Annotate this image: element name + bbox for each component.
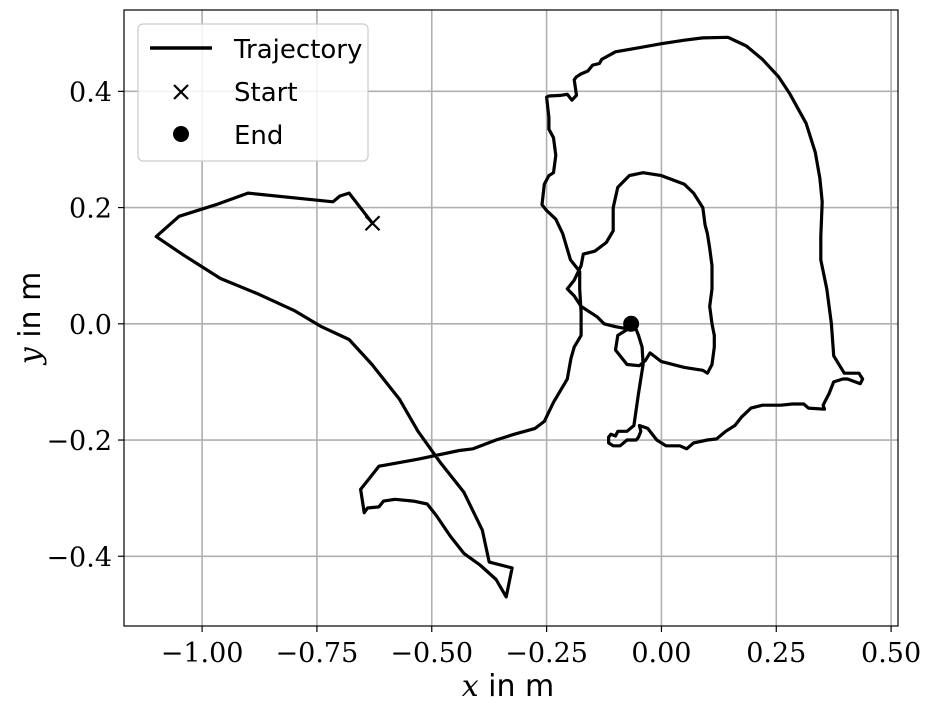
x-tick-label: 0.25 [746,638,806,669]
legend: Trajectory Start End [137,23,369,162]
start-marker-stroke [364,215,381,232]
plot-frame [123,9,899,627]
x-tick-label: 0.00 [631,638,691,669]
x-axis-label: x in m [462,669,555,704]
x-axis-ticks: −1.00 −0.75 −0.50 −0.25 0.00 0.25 0.50 [161,626,921,669]
x-tick-label: −0.25 [505,638,588,669]
legend-circle-marker-icon [173,126,189,142]
legend-label-trajectory: Trajectory [233,35,362,65]
series-layer [154,35,865,599]
y-tick-label: −0.4 [46,542,112,573]
marker-layer [364,215,640,332]
y-axis-ticks: 0.4 0.2 0.0 −0.2 −0.4 [46,77,124,573]
x-tick-label: −0.75 [276,638,359,669]
legend-label-end: End [234,121,283,151]
x-tick-label: −0.50 [390,638,473,669]
end-marker [623,315,640,332]
x-axis-label-unit: in m [479,669,555,704]
x-tick-label: 0.50 [861,638,921,669]
legend-box [137,23,369,162]
x-tick-label: −1.00 [161,638,244,669]
y-axis-label: y in m [13,272,48,367]
legend-x-marker-icon [173,84,189,100]
x-axis-label-variable: x [462,669,479,704]
trajectory-line [154,35,865,599]
y-tick-label: 0.4 [69,77,112,108]
start-marker [364,215,381,232]
legend-label-start: Start [234,78,298,108]
y-axis-label-unit: in m [13,272,48,348]
y-tick-label: −0.2 [46,426,112,457]
y-tick-label: 0.2 [69,194,112,225]
y-tick-label: 0.0 [69,310,112,341]
y-axis-label-variable: y [13,346,48,366]
